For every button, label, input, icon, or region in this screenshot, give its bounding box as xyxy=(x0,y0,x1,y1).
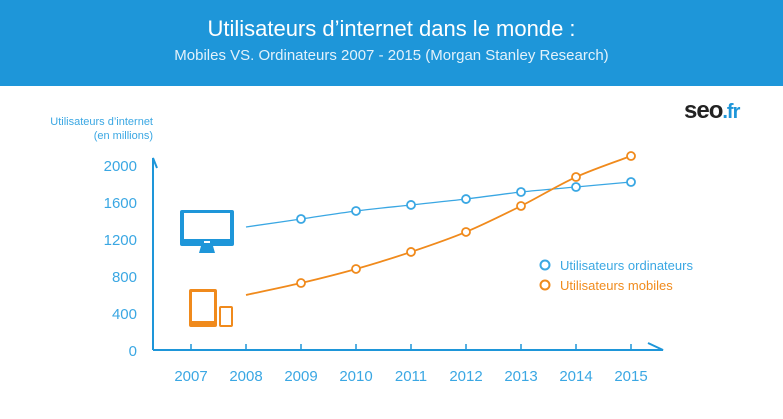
chart-subtitle: Mobiles VS. Ordinateurs 2007 - 2015 (Mor… xyxy=(174,47,609,64)
x-tick-label: 2015 xyxy=(614,368,647,385)
y-axis-label-1: Utilisateurs d’internet xyxy=(50,116,153,128)
data-point xyxy=(406,247,416,257)
x-axis xyxy=(153,342,664,351)
data-point xyxy=(351,264,361,274)
data-point xyxy=(626,177,636,187)
data-point xyxy=(571,182,581,192)
data-point xyxy=(516,187,526,197)
data-point xyxy=(626,151,636,161)
y-tick-label: 2000 xyxy=(104,158,137,175)
x-tick-label: 2013 xyxy=(504,368,537,385)
data-point xyxy=(351,206,361,216)
header-banner: Utilisateurs d’internet dans le monde : … xyxy=(0,0,783,86)
data-point xyxy=(516,201,526,211)
y-tick-label: 800 xyxy=(112,269,137,286)
y-tick-label: 1200 xyxy=(104,232,137,249)
legend-marker xyxy=(539,279,551,291)
x-tick-label: 2011 xyxy=(395,368,427,385)
y-tick-label: 400 xyxy=(112,306,137,323)
data-point xyxy=(296,278,306,288)
y-tick-label: 0 xyxy=(129,343,137,360)
x-tick-label: 2008 xyxy=(229,368,262,385)
chart-title: Utilisateurs d’internet dans le monde : xyxy=(207,16,576,41)
y-axis-label-2: (en millions) xyxy=(94,130,153,142)
legend-label: Utilisateurs mobiles xyxy=(560,278,673,293)
x-tick-label: 2010 xyxy=(339,368,372,385)
y-axis xyxy=(152,157,158,350)
y-tick-label: 1600 xyxy=(104,195,137,212)
x-tick-label: 2009 xyxy=(284,368,317,385)
logo-suffix: .fr xyxy=(722,101,740,123)
x-tick-label: 2007 xyxy=(174,368,207,385)
logo-text: seo xyxy=(684,97,723,124)
x-tick-label: 2012 xyxy=(449,368,482,385)
data-point xyxy=(406,200,416,210)
tablet-phone-icon xyxy=(189,289,233,327)
data-point xyxy=(571,172,581,182)
data-point xyxy=(461,194,471,204)
legend-label: Utilisateurs ordinateurs xyxy=(560,258,693,273)
data-point xyxy=(296,214,306,224)
x-tick-label: 2014 xyxy=(559,368,592,385)
data-point xyxy=(461,227,471,237)
legend-marker xyxy=(539,259,551,271)
seo-fr-logo: seo.fr xyxy=(684,97,740,125)
desktop-icon xyxy=(180,210,234,253)
